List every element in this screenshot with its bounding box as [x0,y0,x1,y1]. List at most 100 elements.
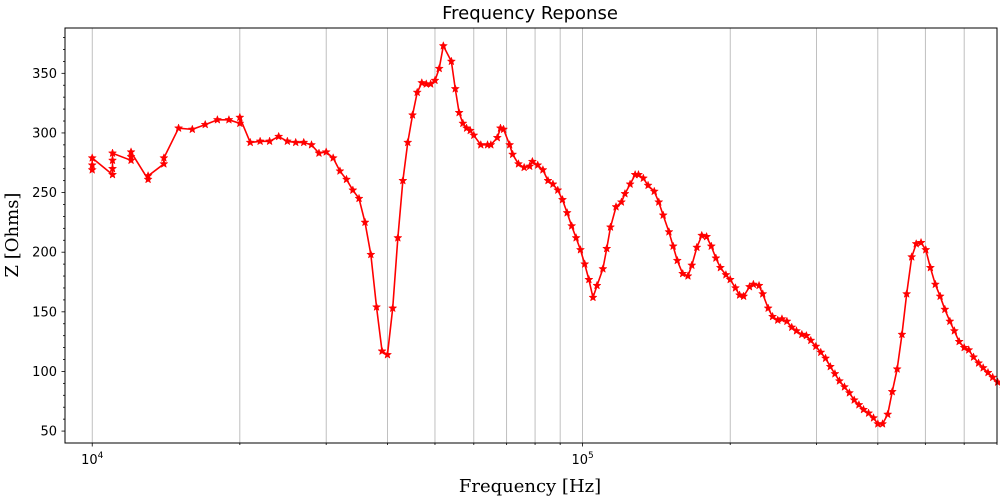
data-point-star [643,180,653,190]
data-point-star [430,75,440,85]
data-point-star [668,241,678,251]
x-tick-label: 105 [571,451,593,468]
data-point-star [854,399,864,409]
data-point-star [834,376,845,385]
data-point-star [816,347,826,357]
data-point-star [159,159,169,168]
data-point-star [458,118,468,128]
data-point-star [706,241,716,251]
data-point-star [450,83,460,93]
chart-title: Frequency Reponse [442,3,618,24]
data-point-star [107,148,118,158]
y-axis-label: Z [Ohms] [2,193,23,278]
data-point-star [498,124,509,134]
data-point-star [787,322,797,332]
data-point-star [504,139,515,149]
data-point-star [883,409,893,419]
data-point-star [465,125,475,135]
data-point-star [734,290,745,300]
data-point-star [446,56,457,66]
data-point-star [159,153,169,162]
data-point-star [314,148,324,158]
data-point-star [126,147,136,156]
data-point-star [371,302,382,312]
data-point-star [543,175,553,185]
data-point-star [87,165,97,174]
data-point-star [575,244,586,254]
data-point-star [738,291,749,301]
y-tick-label: 150 [32,305,57,320]
data-point-star [107,163,118,173]
data-point-star [916,237,926,247]
data-point-star [255,136,265,146]
data-point-star [767,311,778,321]
data-point-star [849,395,859,405]
data-point-star [935,291,945,301]
data-point-star [877,419,888,428]
data-point-star [625,179,635,189]
data-point-star [264,136,275,146]
data-point-star [983,367,993,377]
data-point-star [321,147,331,156]
data-point-star [393,232,403,242]
data-point-star [571,232,581,242]
data-point-star [806,335,816,345]
data-point-star [973,358,984,368]
data-point-star [633,169,644,179]
data-point-star [354,193,364,203]
data-point-star [664,227,674,236]
data-point-star [605,222,616,232]
data-point-star [758,289,768,298]
data-point-star [107,169,118,179]
data-point-star [553,185,563,195]
data-point-star [580,259,590,269]
y-tick-label: 50 [40,425,57,440]
data-point-star [748,279,759,289]
data-point-star [557,194,568,204]
data-point-star [584,274,594,284]
data-point-star [692,242,702,252]
y-axis-ticks: 50 100 150 200 250 300 350 [32,37,65,440]
data-point-star [335,166,345,176]
y-tick-label: 100 [32,365,57,380]
data-point-star [492,132,502,142]
data-point-star [672,255,682,265]
data-point-star [348,185,358,195]
data-point-star [638,173,648,183]
data-point-star [988,372,998,382]
x-axis-ticks: 104 105 [81,443,998,468]
data-point-star [782,316,792,326]
data-point-star [513,159,524,168]
data-point-star [825,361,835,371]
data-point-star [469,130,479,140]
data-point-star [388,303,398,313]
data-point-star [868,413,879,422]
data-point-star [454,107,464,117]
data-point-star [434,63,444,73]
data-point-star [306,139,317,149]
data-point-star [654,197,664,207]
data-point-star [754,280,764,290]
data-point-star [907,252,917,261]
data-point-star [945,316,955,326]
data-point-star [892,364,902,374]
data-point-star [377,346,387,356]
data-point-star [839,382,850,391]
data-point-star [274,131,284,141]
data-point-star [777,314,787,323]
data-point-star [964,345,974,354]
data-point-star [438,40,448,50]
data-point-star [107,155,118,165]
data-point-star [461,123,472,133]
data-point-star [486,139,496,149]
data-point-star [959,342,969,352]
data-point-star [562,207,572,217]
data-point-star [763,303,773,313]
data-point-star [616,197,627,207]
data-point-star [412,87,422,97]
data-point-star [538,165,548,174]
data-point-star [620,188,630,198]
x-axis-label: Frequency [Hz] [459,476,601,497]
data-point-star [328,153,338,162]
